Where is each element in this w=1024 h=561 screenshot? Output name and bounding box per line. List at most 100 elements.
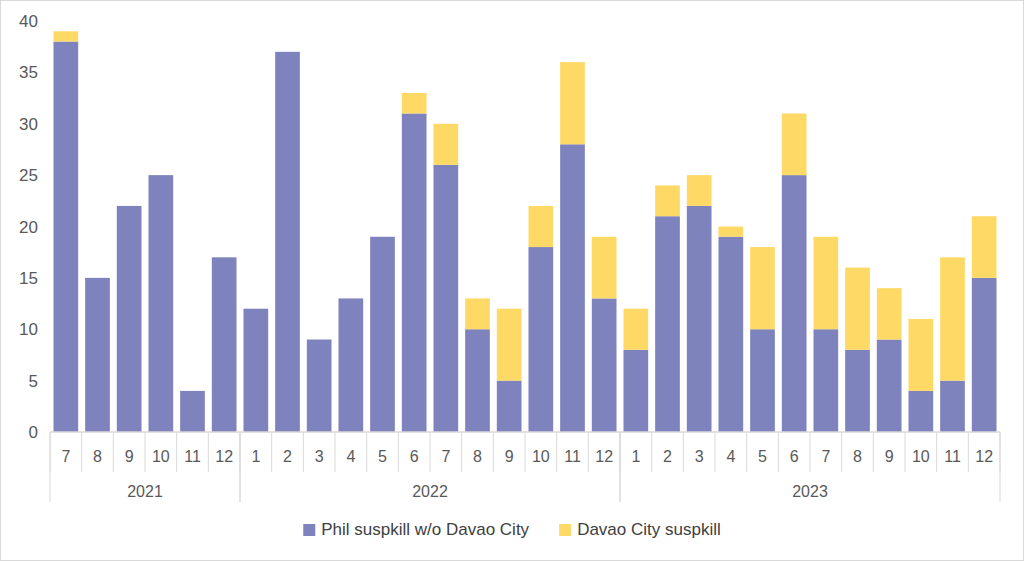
bar — [655, 216, 680, 432]
x-tick-label: 10 — [152, 448, 170, 465]
x-tick-label: 8 — [473, 448, 482, 465]
bar — [85, 278, 110, 432]
legend-label: Phil suspkill w/o Davao City — [321, 520, 529, 539]
x-tick-label: 7 — [821, 448, 830, 465]
legend-swatch — [559, 524, 571, 536]
group-label: 2021 — [127, 483, 163, 500]
x-tick-label: 1 — [251, 448, 260, 465]
bar — [813, 329, 838, 432]
bar — [750, 329, 775, 432]
x-tick-label: 12 — [595, 448, 613, 465]
bar — [180, 391, 205, 432]
x-tick-label: 8 — [93, 448, 102, 465]
x-tick-label: 11 — [944, 448, 961, 465]
y-tick-label: 25 — [19, 166, 38, 185]
bar — [718, 227, 743, 237]
x-tick-label: 4 — [726, 448, 735, 465]
x-tick-label: 7 — [61, 448, 70, 465]
category-separator — [651, 432, 652, 472]
chart: 0510152025303540789101112123456789101112… — [0, 0, 1024, 561]
bar — [212, 257, 237, 432]
bar — [528, 247, 553, 432]
category-separator — [366, 432, 367, 472]
bar — [972, 216, 997, 278]
x-tick-label: 7 — [441, 448, 450, 465]
category-separator — [588, 432, 589, 472]
bar — [338, 298, 363, 299]
group-separator — [240, 432, 241, 502]
category-separator — [841, 432, 842, 472]
category-separator — [398, 432, 399, 472]
bar — [148, 175, 173, 432]
category-separator — [525, 432, 526, 472]
bar — [655, 185, 680, 216]
category-separator — [778, 432, 779, 472]
bar — [813, 237, 838, 329]
category-separator — [208, 432, 209, 472]
bar — [687, 175, 712, 206]
y-tick-label: 35 — [19, 63, 38, 82]
category-separator — [493, 432, 494, 472]
bar — [940, 257, 965, 380]
bar — [940, 381, 965, 432]
bars — [53, 31, 996, 432]
x-tick-label: 6 — [790, 448, 799, 465]
group-separator — [620, 432, 621, 502]
x-tick-label: 4 — [346, 448, 355, 465]
bar — [338, 298, 363, 432]
bar — [877, 288, 902, 339]
bar — [750, 247, 775, 329]
x-tick-label: 9 — [885, 448, 894, 465]
category-separator — [936, 432, 937, 472]
x-tick-label: 10 — [912, 448, 930, 465]
bar — [560, 62, 585, 144]
category-separator — [683, 432, 684, 472]
bar — [592, 298, 617, 432]
group-separator — [1000, 432, 1001, 502]
category-separator — [113, 432, 114, 472]
x-tick-label: 12 — [975, 448, 993, 465]
y-tick-label: 15 — [19, 269, 38, 288]
x-tick-label: 5 — [758, 448, 767, 465]
bar — [687, 206, 712, 432]
bar — [845, 350, 870, 432]
category-separator — [176, 432, 177, 472]
category-separator — [145, 432, 146, 472]
bar — [433, 124, 458, 165]
group-label: 2023 — [792, 483, 828, 500]
background — [1, 1, 1024, 561]
y-tick-label: 20 — [19, 218, 38, 237]
bar — [908, 391, 933, 432]
y-tick-label: 40 — [19, 12, 38, 31]
group-label: 2022 — [412, 483, 448, 500]
category-separator — [430, 432, 431, 472]
bar — [623, 350, 648, 432]
bar — [402, 113, 427, 432]
x-tick-label: 9 — [125, 448, 134, 465]
bar — [402, 93, 427, 114]
bar — [275, 52, 300, 432]
y-tick-label: 30 — [19, 115, 38, 134]
category-separator — [556, 432, 557, 472]
bar — [370, 237, 395, 432]
bar — [307, 339, 332, 340]
bar — [623, 309, 648, 350]
x-tick-label: 12 — [215, 448, 233, 465]
group-separator — [620, 432, 621, 502]
y-tick-label: 5 — [29, 372, 38, 391]
bar — [782, 175, 807, 432]
x-tick-label: 1 — [631, 448, 640, 465]
x-tick-label: 9 — [505, 448, 514, 465]
bar — [465, 329, 490, 432]
category-separator — [905, 432, 906, 472]
legend: Phil suspkill w/o Davao CityDavao City s… — [303, 520, 720, 539]
x-tick-label: 3 — [315, 448, 324, 465]
bar — [370, 236, 395, 237]
bar — [497, 381, 522, 432]
x-tick-label: 2 — [283, 448, 292, 465]
x-tick-label: 11 — [564, 448, 581, 465]
x-tick-label: 8 — [853, 448, 862, 465]
x-tick-label: 10 — [532, 448, 550, 465]
bar — [307, 340, 332, 432]
bar — [718, 237, 743, 432]
